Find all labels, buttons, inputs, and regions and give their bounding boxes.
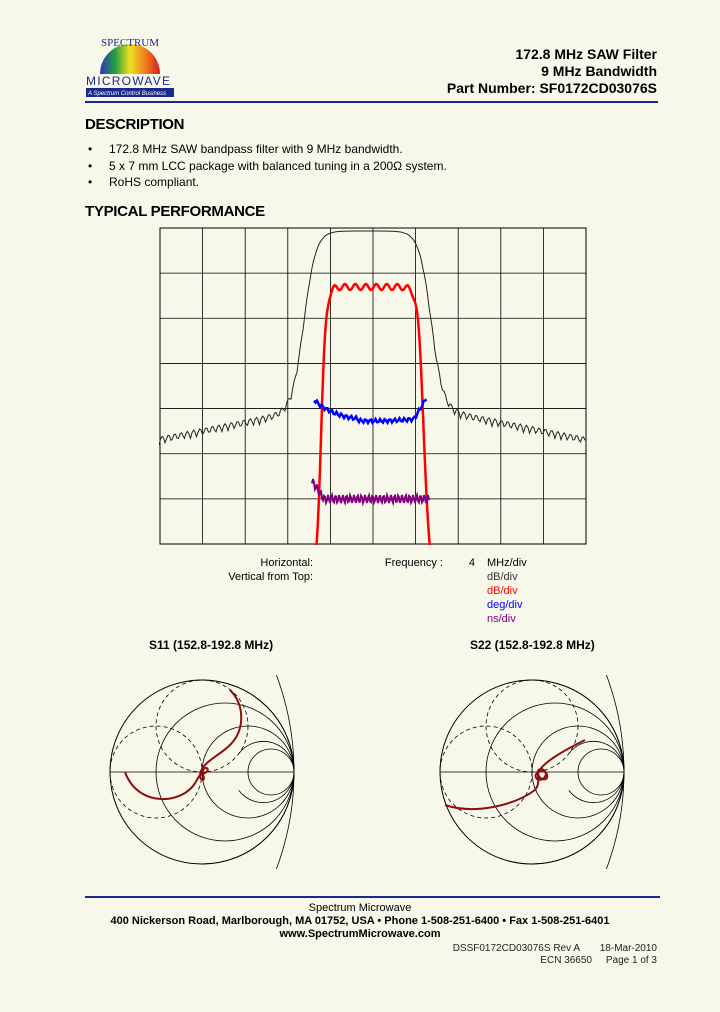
footer: Spectrum Microwave 400 Nickerson Road, M… xyxy=(0,902,720,941)
s22-title: S22 (152.8-192.8 MHz) xyxy=(470,638,595,652)
reactance-arc xyxy=(531,679,625,773)
product-title: 172.8 MHz SAW Filter xyxy=(515,46,657,62)
reactance-arc xyxy=(275,675,295,773)
phase-linearity-trace xyxy=(313,398,428,426)
doc-date: 18-Mar-2010 xyxy=(599,943,657,954)
legend-unit: deg/div xyxy=(487,599,523,611)
company-logo: SPECTRUM MICROWAVE A Spectrum Control Bu… xyxy=(84,30,176,98)
s11-title: S11 (152.8-192.8 MHz) xyxy=(149,638,274,652)
logo-rainbow-icon: SPECTRUM MICROWAVE A Spectrum Control Bu… xyxy=(86,37,174,97)
description-item: 5 x 7 mm LCC package with balanced tunin… xyxy=(88,158,447,175)
page-number: Page 1 of 3 xyxy=(605,955,657,966)
reactance-arc xyxy=(238,740,295,773)
footer-website[interactable]: www.SpectrumMicrowave.com xyxy=(279,928,441,940)
performance-chart xyxy=(159,227,587,545)
legend-unit: dB/div xyxy=(487,571,518,583)
description-list: 172.8 MHz SAW bandpass filter with 9 MHz… xyxy=(88,141,447,191)
svg-text:MICROWAVE: MICROWAVE xyxy=(86,74,170,88)
legend-name: Frequency : xyxy=(384,557,443,569)
product-header: 172.8 MHz SAW Filter 9 MHz Bandwidth Par… xyxy=(447,46,657,97)
header-divider xyxy=(85,101,658,103)
horizontal-label: Horizontal: xyxy=(260,557,313,569)
reactance-arc xyxy=(275,771,295,869)
group-delay-trace xyxy=(311,478,430,507)
legend-unit: ns/div xyxy=(487,613,516,625)
legend-unit: dB/div xyxy=(487,585,518,597)
vertical-label: Vertical from Top: xyxy=(228,571,313,583)
part-number: Part Number: SF0172CD03076S xyxy=(446,80,657,96)
chart-legend: Horizontal: Vertical from Top: Frequency… xyxy=(0,556,720,626)
reactance-arc xyxy=(201,771,295,865)
ecn-number: ECN 36650 xyxy=(540,955,592,966)
reactance-arc xyxy=(568,740,625,773)
legend-value: 4 xyxy=(468,557,475,569)
reactance-arc xyxy=(568,771,625,804)
description-item: RoHS compliant. xyxy=(88,174,447,191)
footer-address: 400 Nickerson Road, Marlborough, MA 0175… xyxy=(110,915,610,927)
magnitude-narrow-trace xyxy=(315,282,431,545)
description-item: 172.8 MHz SAW bandpass filter with 9 MHz… xyxy=(88,141,447,158)
dashed-circle xyxy=(439,725,533,819)
s11-smith-chart xyxy=(109,675,295,869)
bandwidth-subtitle: 9 MHz Bandwidth xyxy=(541,63,657,79)
reactance-arc xyxy=(201,679,295,773)
description-heading: DESCRIPTION xyxy=(85,116,185,133)
svg-text:SPECTRUM: SPECTRUM xyxy=(101,37,159,49)
doc-id: DSSF0172CD03076S Rev A xyxy=(452,943,580,954)
reactance-arc xyxy=(238,771,295,804)
svg-text:A Spectrum Control Business: A Spectrum Control Business xyxy=(87,91,166,97)
magnitude-wide-trace xyxy=(159,230,586,446)
dashed-circle xyxy=(485,679,579,773)
reactance-arc xyxy=(605,771,625,869)
s-parameter-trace xyxy=(444,739,586,811)
performance-heading: TYPICAL PERFORMANCE xyxy=(85,203,265,220)
reactance-arc xyxy=(605,675,625,773)
s22-smith-chart xyxy=(439,675,625,869)
s-parameter-trace xyxy=(124,689,243,801)
footer-company: Spectrum Microwave xyxy=(308,902,412,914)
reactance-arc xyxy=(531,771,625,865)
legend-unit: MHz/div xyxy=(487,557,527,569)
footer-divider xyxy=(85,896,660,898)
